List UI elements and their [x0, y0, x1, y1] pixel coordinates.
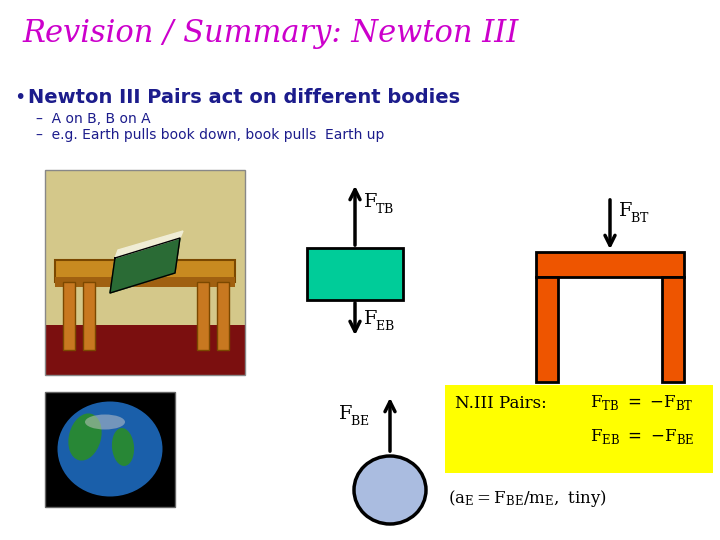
Bar	[536, 277, 558, 382]
Text: $\mathregular{(a_E{=}F_{BE}/m_E,\ tiny)}$: $\mathregular{(a_E{=}F_{BE}/m_E,\ tiny)}…	[448, 488, 607, 509]
Ellipse shape	[85, 415, 125, 429]
Bar	[83, 282, 95, 350]
Bar	[63, 282, 75, 350]
Bar	[445, 385, 713, 473]
Bar	[45, 392, 175, 507]
Bar	[307, 248, 403, 300]
Text: $\mathregular{F}$: $\mathregular{F}$	[338, 405, 353, 423]
Text: •: •	[14, 88, 25, 107]
Text: $\mathregular{F}$: $\mathregular{F}$	[363, 310, 377, 328]
Text: $\mathregular{BT}$: $\mathregular{BT}$	[630, 211, 649, 225]
Text: $\mathregular{F}_{\mathregular{TB}}\ =\ \mathregular{-F}_{\mathregular{BT}}$: $\mathregular{F}_{\mathregular{TB}}\ =\ …	[590, 393, 693, 412]
Text: $\mathregular{EB}$: $\mathregular{EB}$	[375, 319, 395, 333]
Bar	[55, 260, 235, 282]
Bar	[197, 282, 209, 350]
Text: N.III Pairs:: N.III Pairs:	[455, 395, 546, 412]
Bar	[45, 170, 245, 375]
Ellipse shape	[112, 428, 134, 466]
Bar	[55, 277, 235, 287]
Ellipse shape	[58, 402, 163, 496]
Ellipse shape	[68, 414, 102, 461]
Text: –  A on B, B on A: – A on B, B on A	[36, 112, 150, 126]
Bar	[662, 277, 684, 382]
Text: –  e.g. Earth pulls book down, book pulls  Earth up: – e.g. Earth pulls book down, book pulls…	[36, 128, 384, 142]
Text: $\mathregular{BE}$: $\mathregular{BE}$	[350, 414, 369, 428]
Bar	[45, 325, 245, 375]
Text: Newton III Pairs act on different bodies: Newton III Pairs act on different bodies	[28, 88, 460, 107]
Ellipse shape	[354, 456, 426, 524]
Bar	[45, 170, 245, 325]
Text: $\mathregular{TB}$: $\mathregular{TB}$	[375, 202, 394, 216]
Bar	[217, 282, 229, 350]
Text: Revision / Summary: Newton III: Revision / Summary: Newton III	[22, 18, 518, 49]
Text: $\mathregular{F}$: $\mathregular{F}$	[363, 193, 377, 211]
Polygon shape	[115, 231, 183, 258]
Text: $\mathregular{F}_{\mathregular{EB}}\ =\ \mathregular{-F}_{\mathregular{BE}}$: $\mathregular{F}_{\mathregular{EB}}\ =\ …	[590, 427, 694, 446]
Text: $\mathregular{F}$: $\mathregular{F}$	[618, 202, 633, 220]
Polygon shape	[110, 238, 180, 293]
Bar	[536, 252, 684, 277]
